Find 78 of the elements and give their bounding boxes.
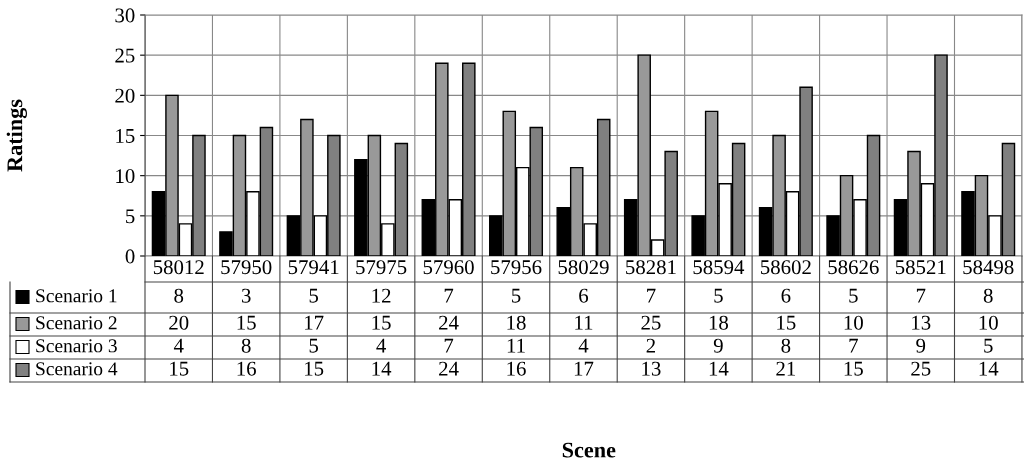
data-label: 13 [642, 361, 661, 376]
data-label: 24 [439, 361, 459, 376]
y-tick-label: 15 [116, 128, 135, 143]
data-label: 4 [578, 338, 589, 353]
data-label: 12 [372, 288, 391, 303]
data-label: 4 [173, 338, 184, 353]
data-label: 14 [709, 361, 729, 376]
x-tick-label: 57956 [491, 260, 542, 275]
data-label: 25 [911, 361, 931, 376]
data-label: 15 [777, 315, 796, 330]
x-tick-label: 58602 [761, 260, 811, 275]
x-tick-label: 57950 [221, 260, 272, 275]
data-label: 24 [439, 315, 459, 330]
data-label: 7 [849, 338, 858, 353]
data-label: 6 [579, 288, 589, 303]
x-tick-label: 58521 [895, 260, 946, 275]
data-label: 18 [507, 315, 526, 330]
data-label: 8 [781, 338, 791, 353]
data-label: 5 [849, 288, 858, 303]
text: Scene [562, 442, 616, 458]
data-label: 15 [237, 315, 256, 330]
x-tick-label: 58594 [693, 260, 745, 275]
x-tick-label: 57975 [356, 260, 407, 275]
data-label: 3 [241, 288, 251, 303]
data-label: 5 [714, 288, 723, 303]
data-label: 17 [305, 315, 324, 330]
y-tick-label: 0 [125, 249, 135, 264]
data-label: 11 [575, 315, 593, 330]
y-axis-title: Ratings [6, 99, 28, 172]
data-label: 10 [844, 315, 863, 330]
data-label: 14 [979, 361, 999, 376]
data-label: 21 [776, 361, 796, 376]
legend-label: Scenario 3 [36, 339, 117, 353]
x-tick-label: 57941 [288, 260, 339, 275]
data-label: 2 [646, 338, 655, 353]
data-label: 13 [912, 315, 931, 330]
x-tick-label: 58626 [828, 260, 879, 275]
data-label: 7 [916, 288, 926, 303]
data-label: 5 [984, 338, 993, 353]
data-label: 8 [983, 288, 993, 303]
data-label: 7 [647, 288, 656, 303]
data-label: 15 [372, 315, 391, 330]
data-label: 7 [444, 338, 454, 353]
y-tick-label: 20 [115, 88, 135, 103]
legend-label: Scenario 2 [36, 316, 117, 330]
data-label: 6 [781, 288, 791, 303]
legend-label: Scenario 4 [36, 362, 118, 376]
data-label: 4 [376, 338, 386, 353]
data-label: 10 [979, 315, 998, 330]
x-tick-label: 58281 [626, 260, 676, 275]
y-tick-label: 30 [115, 8, 135, 23]
data-label: 14 [372, 361, 392, 376]
x-tick-label: 57960 [423, 260, 474, 275]
data-label: 5 [309, 288, 319, 303]
data-label: 18 [709, 315, 729, 330]
data-label: 15 [170, 361, 189, 376]
data-label: 8 [174, 288, 184, 303]
x-tick-label: 58498 [963, 260, 1014, 275]
data-label: 5 [309, 338, 319, 353]
data-label: 11 [507, 338, 525, 353]
data-label: 9 [713, 338, 723, 353]
data-label: 8 [241, 338, 251, 353]
y-tick-label: 25 [115, 48, 135, 63]
data-label: 16 [237, 361, 256, 376]
data-label: 16 [507, 361, 526, 376]
y-tick-label: 5 [126, 209, 135, 224]
data-label: 9 [916, 338, 926, 353]
data-label: 15 [305, 361, 324, 376]
data-label: 20 [169, 315, 189, 330]
y-tick-label: 10 [116, 169, 135, 184]
x-tick-label: 58012 [153, 260, 204, 275]
data-label: 17 [574, 361, 594, 376]
data-label: 5 [512, 288, 521, 303]
data-label: 15 [844, 361, 863, 376]
data-label: 25 [641, 315, 661, 330]
legend-label: Scenario 1 [36, 289, 117, 303]
x-tick-label: 58029 [558, 260, 609, 275]
data-label: 7 [444, 288, 454, 303]
